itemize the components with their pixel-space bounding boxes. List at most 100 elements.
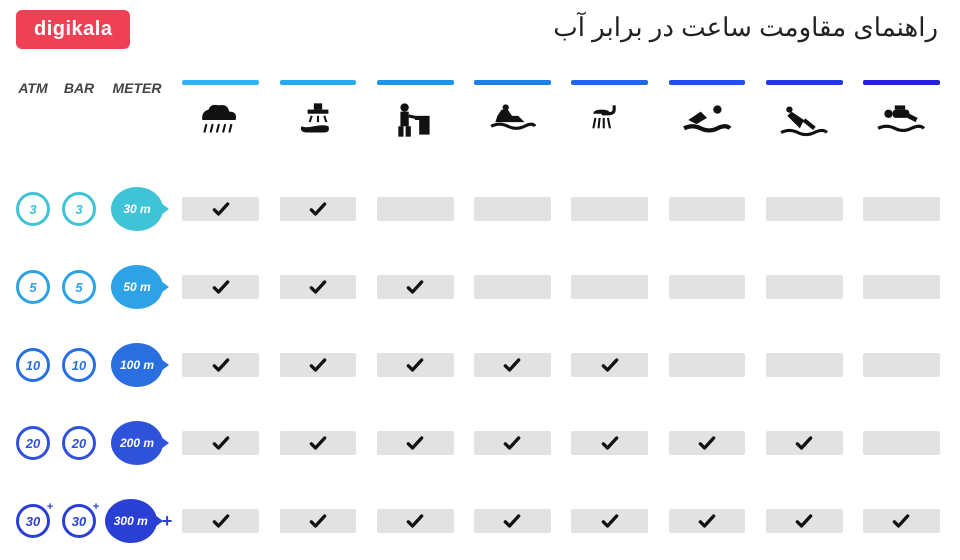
activity-header-shower [561, 80, 658, 145]
activity-header-jetski [464, 80, 561, 145]
plus-mark: + [47, 501, 53, 513]
check-icon [308, 433, 328, 453]
cell-scuba [853, 197, 950, 221]
cell-shower [561, 509, 658, 533]
header-row: ATMBARMETER [10, 80, 950, 170]
check-cell [280, 197, 357, 221]
cell-work [367, 353, 464, 377]
bar-cell: 20 [56, 426, 102, 460]
atm-value: 5 [16, 270, 50, 304]
bar-value: 10 [62, 348, 96, 382]
cell-jetski [464, 353, 561, 377]
meter-value: 200 m [111, 421, 163, 465]
check-icon [211, 511, 231, 531]
activity-bar [863, 80, 940, 85]
atm-value: 20 [16, 426, 50, 460]
cell-jetski [464, 431, 561, 455]
activity-bar [766, 80, 843, 85]
cell-scuba [853, 275, 950, 299]
check-cell [571, 353, 648, 377]
atm-cell: 10 [10, 348, 56, 382]
cell-work [367, 197, 464, 221]
check-icon [891, 511, 911, 531]
cell-rain [172, 353, 269, 377]
check-icon [794, 433, 814, 453]
cell-wash [269, 509, 366, 533]
bar-header: BAR [56, 80, 102, 96]
check-icon [211, 355, 231, 375]
check-cell [474, 353, 551, 377]
resistance-chart: ATMBARMETER3330 m 55 50 m 1010 100 m 2020 200 … [10, 80, 950, 560]
check-cell [182, 275, 259, 299]
atm-value: 30+ [16, 504, 50, 538]
check-cell [766, 431, 843, 455]
cell-shower [561, 353, 658, 377]
cell-wash [269, 275, 366, 299]
meter-cell: 200 m [102, 421, 172, 465]
check-icon [794, 511, 814, 531]
cell-jetski [464, 509, 561, 533]
table-row: 3330 m [10, 170, 950, 248]
meter-value: 100 m [111, 343, 163, 387]
cell-scuba [853, 431, 950, 455]
cell-dive [756, 197, 853, 221]
bar-value: 5 [62, 270, 96, 304]
plus-mark: + [93, 501, 99, 513]
rain-icon [196, 95, 246, 145]
check-icon [211, 199, 231, 219]
check-cell [669, 509, 746, 533]
cell-scuba [853, 509, 950, 533]
check-cell [474, 431, 551, 455]
check-icon [308, 511, 328, 531]
check-icon [697, 511, 717, 531]
check-cell [377, 275, 454, 299]
check-cell [280, 509, 357, 533]
check-cell [863, 197, 940, 221]
meter-cell: 100 m [102, 343, 172, 387]
cell-shower [561, 197, 658, 221]
check-icon [697, 433, 717, 453]
check-cell [377, 197, 454, 221]
table-row: 55 50 m [10, 248, 950, 326]
bar-value: 30+ [62, 504, 96, 538]
meter-value: 50 m [111, 265, 163, 309]
check-cell [377, 431, 454, 455]
wash-icon [293, 95, 343, 145]
check-icon [502, 511, 522, 531]
activity-header-dive [756, 80, 853, 145]
check-cell [571, 197, 648, 221]
check-cell [182, 509, 259, 533]
table-row: 30+30+300 m+ [10, 482, 950, 560]
bar-cell: 10 [56, 348, 102, 382]
cell-dive [756, 431, 853, 455]
cell-rain [172, 197, 269, 221]
activity-bar [280, 80, 357, 85]
check-cell [863, 275, 940, 299]
check-cell [669, 275, 746, 299]
activity-bar [571, 80, 648, 85]
atm-value: 3 [16, 192, 50, 226]
meter-cell: 50 m [102, 265, 172, 309]
check-cell [474, 509, 551, 533]
check-cell [182, 431, 259, 455]
page-title: راهنمای مقاومت ساعت در برابر آب [553, 12, 938, 43]
cell-jetski [464, 275, 561, 299]
jetski-icon [487, 95, 537, 145]
check-cell [474, 197, 551, 221]
check-cell [669, 353, 746, 377]
table-row: 2020 200 m [10, 404, 950, 482]
bar-cell: 30+ [56, 504, 102, 538]
check-cell [280, 431, 357, 455]
check-icon [308, 277, 328, 297]
dive-icon [779, 95, 829, 145]
cell-rain [172, 509, 269, 533]
meter-plus: + [161, 511, 172, 532]
check-cell [377, 353, 454, 377]
check-icon [600, 511, 620, 531]
atm-cell: 5 [10, 270, 56, 304]
cell-wash [269, 353, 366, 377]
check-cell [571, 509, 648, 533]
check-cell [863, 353, 940, 377]
cell-dive [756, 353, 853, 377]
activity-header-rain [172, 80, 269, 145]
